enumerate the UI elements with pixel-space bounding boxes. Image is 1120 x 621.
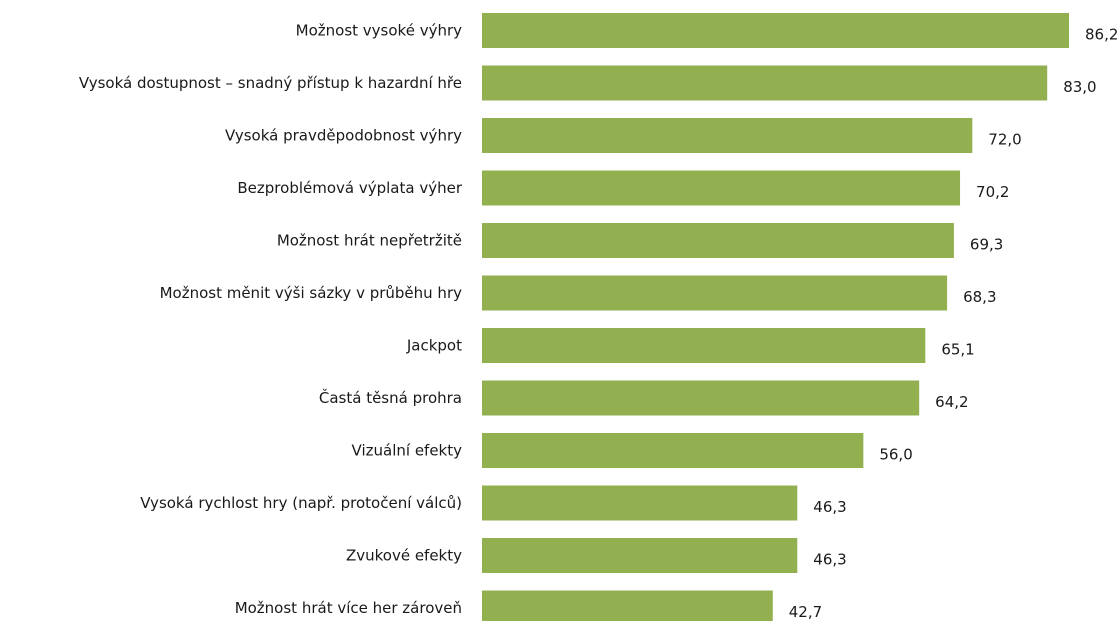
bar-2 (482, 118, 973, 153)
value-label-4: 69,3 (970, 236, 1003, 254)
value-label-3: 70,2 (976, 183, 1009, 201)
value-label-11: 42,7 (789, 603, 822, 621)
category-labels: Možnost vysoké výhry Vysoká dostupnost – … (79, 22, 463, 618)
value-label-10: 46,3 (813, 551, 846, 569)
category-label-0: Možnost vysoké výhry (296, 22, 462, 40)
category-label-6: Jackpot (406, 337, 462, 355)
bar-1 (482, 65, 1048, 101)
bar-3 (482, 170, 961, 206)
category-label-3: Bezproblémová výplata výher (237, 179, 462, 197)
bar-6 (482, 328, 926, 363)
bar-9 (482, 485, 798, 521)
value-label-7: 64,2 (935, 393, 968, 411)
category-label-8: Vizuální efekty (352, 442, 463, 460)
bar-7 (482, 380, 920, 416)
value-label-5: 68,3 (963, 288, 996, 306)
bar-8 (482, 433, 864, 468)
category-label-11: Možnost hrát více her zároveň (235, 599, 462, 617)
category-label-7: Častá těsná prohra (319, 388, 462, 407)
category-label-5: Možnost měnit výši sázky v průběhu hry (160, 284, 463, 302)
value-label-2: 72,0 (988, 131, 1021, 149)
category-label-10: Zvukové efekty (346, 547, 462, 565)
value-label-0: 86,2 (1085, 26, 1118, 44)
bars-group (482, 13, 1069, 621)
bar-11 (482, 590, 773, 621)
category-label-9: Vysoká rychlost hry (např. protočení vál… (140, 494, 462, 512)
bar-0 (482, 13, 1069, 48)
value-label-9: 46,3 (813, 498, 846, 516)
bar-5 (482, 275, 948, 311)
category-label-2: Vysoká pravděpodobnost výhry (225, 127, 462, 145)
value-label-6: 65,1 (941, 341, 974, 359)
category-label-4: Možnost hrát nepřetržitě (277, 232, 462, 250)
bar-10 (482, 538, 798, 573)
value-label-1: 83,0 (1063, 78, 1096, 96)
category-label-1: Vysoká dostupnost – snadný přístup k haz… (79, 74, 462, 92)
value-labels: 86,2 83,0 72,0 70,2 69,3 68,3 65,1 64,2 56,0 46,3… (789, 26, 1119, 621)
bar-4 (482, 223, 954, 258)
value-label-8: 56,0 (879, 446, 912, 464)
